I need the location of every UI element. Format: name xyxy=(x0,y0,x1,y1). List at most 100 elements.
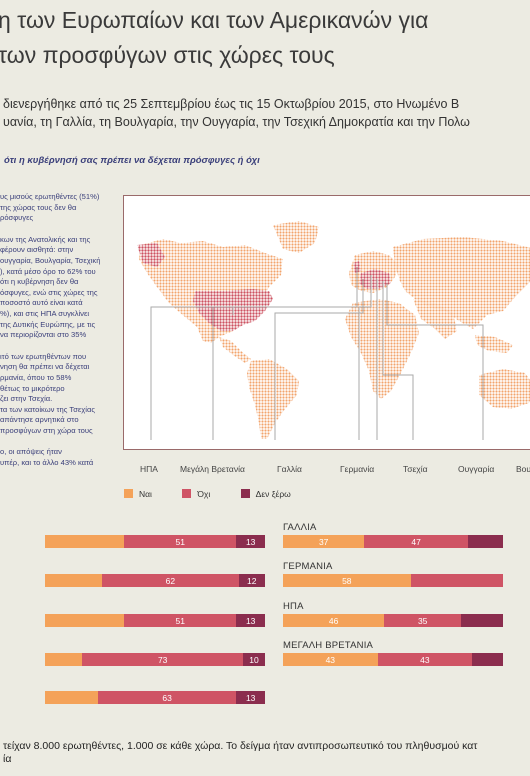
side-line: θέτως το μικρότερο xyxy=(0,383,65,393)
side-line: ρόσφυγες xyxy=(0,213,34,223)
country-label: ΜΕΓΑΛΗ ΒΡΕΤΑΝΙΑ xyxy=(283,640,374,651)
side-line: υς μισούς ερωτηθέντες (51%) xyxy=(0,192,100,201)
bar-row-left: 51 13 xyxy=(45,614,265,627)
bar-segment-yes xyxy=(45,691,98,704)
bar-segment-dontknow: 10 xyxy=(242,653,265,666)
bar-segment-no: 51 xyxy=(124,614,237,627)
map-leader-lines xyxy=(150,267,484,440)
footnote-line1: τείχαν 8.000 ερωτηθέντες, 1.000 σε κάθε … xyxy=(3,740,478,752)
bar-segment-yes xyxy=(45,653,83,666)
side-line: φέρουν αισθητά: στην xyxy=(0,245,74,255)
page-title-line2: των προσφύγων στις χώρες τους xyxy=(0,42,335,68)
bar-segment-no: 35 xyxy=(384,614,462,627)
side-line: ότι η κυβέρνηση δεν θα xyxy=(0,277,79,287)
bar-row-right: 43 43 xyxy=(283,653,530,666)
bar-segment-yes xyxy=(45,574,103,587)
bar-segment-yes xyxy=(45,614,125,627)
bar-segment-yes: 58 xyxy=(283,574,411,587)
map-label-france: Γαλλία xyxy=(277,464,302,474)
map-label-uk: Μεγάλη Βρετανία xyxy=(180,464,245,474)
side-paragraph-2: κων της Ανατολικής και της φέρουν αισθητ… xyxy=(0,235,112,341)
legend-item-no: Όχι xyxy=(182,489,210,499)
side-line: προσφύγων στη χώρα τους xyxy=(0,425,93,435)
side-paragraph-4: ο, οι απόψεις ήταν υπέρ, και το άλλο 43%… xyxy=(0,447,112,468)
side-line: ποσοστό αυτό είναι κατά xyxy=(0,298,83,308)
greenland-landmass xyxy=(273,221,319,253)
footnote-line2: ία xyxy=(3,753,12,765)
bar-segment-no: 51 xyxy=(124,535,237,548)
bar-segment-no: 73 xyxy=(82,653,243,666)
side-line: να περιορίζονται στο 35% xyxy=(0,330,87,340)
side-line: ιτό των ερωτηθέντων που xyxy=(0,351,87,361)
world-map xyxy=(123,195,530,450)
bar-segment-dontknow xyxy=(461,614,503,627)
bar-segment-yes xyxy=(45,535,125,548)
map-label-hungary: Ουγγαρία xyxy=(458,464,495,474)
legend-item-yes: Ναι xyxy=(124,489,152,499)
side-line: όσφυγες, ενώ στις χώρες της xyxy=(0,287,98,297)
page-title-line1: η των Ευρωπαίων και των Αμερικανών για xyxy=(0,7,429,33)
bar-row-left: 63 13 xyxy=(45,691,265,704)
map-label-germany: Γερμανία xyxy=(340,464,375,474)
legend-swatch-no xyxy=(182,489,192,498)
side-line: νηση θα πρέπει να δέχεται xyxy=(0,362,90,372)
bar-segment-dontknow: 12 xyxy=(238,574,265,587)
bar-row-left: 73 10 xyxy=(45,653,265,666)
legend-item-dontknow: Δεν ξέρω xyxy=(240,489,291,499)
bar-segment-no: 62 xyxy=(102,574,239,587)
south-asia-landmass xyxy=(413,299,457,339)
alaska-highlight xyxy=(137,243,165,267)
map-label-czechia: Τσεχία xyxy=(403,464,428,474)
legend-label-yes: Ναι xyxy=(139,489,152,499)
south-america-landmass xyxy=(247,359,299,439)
side-line: ουγγαρία, Βουλγαρία, Τσεχική xyxy=(0,255,101,265)
side-line: υπέρ, και το άλλο 43% κατά xyxy=(0,458,94,468)
side-line: ζει στην Τσεχία. xyxy=(0,394,53,404)
bar-segment-no: 43 xyxy=(377,653,473,666)
map-label-bulgaria: Βου xyxy=(516,464,530,474)
side-text: υς μισούς ερωτηθέντες (51%) της χώρας το… xyxy=(0,192,112,480)
legend: Ναι Όχι Δεν ξέρω xyxy=(124,489,291,499)
bar-row-left: 62 12 xyxy=(45,574,265,587)
bar-segment-dontknow xyxy=(472,653,503,666)
side-line: ο, οι απόψεις ήταν xyxy=(0,447,62,457)
southeast-asia-landmass xyxy=(475,335,513,353)
side-line: ), κατά μέσο όρο το 62% του xyxy=(0,266,96,276)
bar-segment-yes: 43 xyxy=(283,653,378,666)
side-line: ρμανία, όπου το 58% xyxy=(0,372,72,382)
legend-label-no: Όχι xyxy=(197,489,211,499)
side-line: της χώρας τους δεν θα xyxy=(0,202,77,212)
bar-segment-no xyxy=(410,574,503,587)
country-label: ΗΠΑ xyxy=(283,601,304,612)
bar-row-right: 46 35 xyxy=(283,614,530,627)
side-line: τα των κατοίκων της Τσεχίας xyxy=(0,404,96,414)
legend-swatch-dontknow xyxy=(240,489,250,498)
subtitle-line2: υανία, τη Γαλλία, τη Βουλγαρία, την Ουγγ… xyxy=(3,115,470,129)
bar-segment-no: 47 xyxy=(364,535,468,548)
bar-row-left: 51 13 xyxy=(45,535,265,548)
central-america-landmass xyxy=(219,337,251,363)
bar-row-right: 58 xyxy=(283,574,530,587)
country-label: ΓΕΡΜΑΝΙΑ xyxy=(283,561,333,572)
bar-segment-dontknow xyxy=(467,535,503,548)
question-heading: ότι η κυβέρνησή σας πρέπει να δέχεται πρ… xyxy=(4,155,260,166)
bar-segment-dontknow: 13 xyxy=(236,535,265,548)
country-label: ΓΑΛΛΙΑ xyxy=(283,522,317,533)
bar-segment-yes: 37 xyxy=(283,535,365,548)
bar-segment-no: 63 xyxy=(97,691,237,704)
bar-row-right: 37 47 xyxy=(283,535,530,548)
world-map-graphic xyxy=(123,195,530,450)
subtitle-line1: διενεργήθηκε από τις 25 Σεπτεμβρίου έως … xyxy=(3,97,460,111)
bar-segment-dontknow: 13 xyxy=(236,691,265,704)
side-line: %), και στις ΗΠΑ συγκλίνει xyxy=(0,308,90,318)
australia-landmass xyxy=(479,369,530,409)
legend-swatch-yes xyxy=(124,489,133,498)
africa-landmass xyxy=(345,299,419,399)
map-label-usa: ΗΠΑ xyxy=(140,464,158,474)
side-paragraph-3: ιτό των ερωτηθέντων που νηση θα πρέπει ν… xyxy=(0,352,112,437)
side-line: της Δυτικής Ευρώπης, με τις xyxy=(0,319,96,329)
bar-segment-yes: 46 xyxy=(283,614,385,627)
side-line: απάντησε αρνητικά στο xyxy=(0,415,79,425)
side-line: κων της Ανατολικής και της xyxy=(0,234,91,244)
side-paragraph-1: υς μισούς ερωτηθέντες (51%) της χώρας το… xyxy=(0,192,112,224)
